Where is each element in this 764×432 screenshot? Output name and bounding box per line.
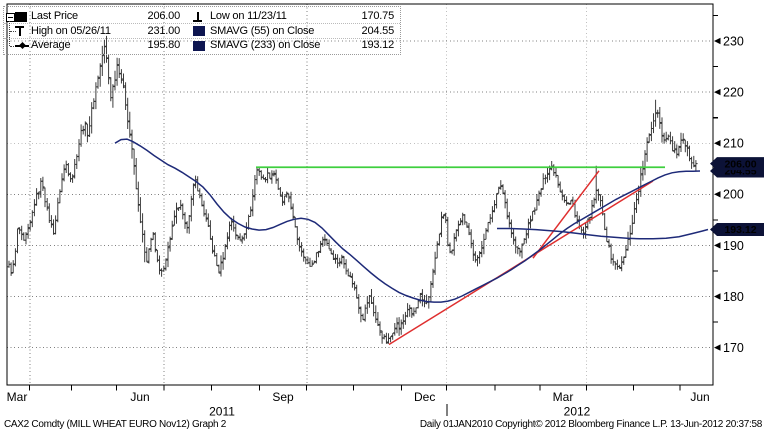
- legend-label-low[interactable]: Low on 11/23/11: [210, 10, 287, 22]
- time-axis: Mar Jun Sep Dec Mar Jun 2011 2012: [7, 385, 710, 419]
- legend-value-high: 231.00: [147, 24, 181, 37]
- month-label: Jun: [130, 390, 149, 404]
- price-tick-label: 210: [723, 137, 744, 151]
- legend-value-sma233: 193.12: [361, 39, 395, 51]
- sma233-line: [497, 227, 709, 240]
- price-tick-label: 220: [723, 85, 744, 99]
- legend-value-average: 195.80: [147, 39, 181, 51]
- legend-label-last-price[interactable]: Last Price: [31, 10, 78, 22]
- price-tick-label: 230: [723, 34, 744, 48]
- last-price-swatch-icon: [15, 11, 27, 22]
- footer-security-info: CAX2 Comdty (MILL WHEAT EURO Nov12) Grap…: [4, 419, 226, 430]
- high-marker-icon: [15, 26, 24, 36]
- price-axis: 170 180 190 200 210 220 230: [713, 14, 744, 355]
- price-badge-label: 193.12: [724, 224, 756, 236]
- legend-value-last-price: 206.00: [147, 10, 181, 22]
- legend-tree-branch: [10, 45, 16, 47]
- axis-tick-arrow-icon: [714, 242, 721, 249]
- month-label: Mar: [7, 390, 28, 404]
- low-marker-icon: [193, 11, 202, 22]
- legend-value-sma55: 204.55: [361, 24, 395, 37]
- legend-row-separator: [4, 23, 400, 24]
- price-badge: [710, 222, 764, 236]
- price-tick-label: 190: [723, 239, 744, 253]
- price-tick-label: 200: [723, 188, 744, 202]
- legend-tree-line: [9, 21, 10, 46]
- legend-label-sma55[interactable]: SMAVG (55) on Close: [210, 24, 315, 37]
- price-tick-label: 180: [723, 290, 744, 304]
- axis-tick-arrow-icon: [714, 344, 721, 351]
- legend-row-separator: [4, 37, 400, 39]
- ohlc-bars: [7, 35, 698, 344]
- month-label: Jun: [690, 390, 709, 404]
- year-label: 2011: [209, 405, 235, 419]
- axis-tick-arrow-icon: [714, 37, 721, 45]
- axis-tick-arrow-icon: [714, 140, 721, 147]
- trendline-2: [532, 170, 600, 259]
- legend-tree-branch: [10, 31, 16, 32]
- year-label: 2012: [564, 405, 591, 419]
- price-tick-label: 170: [723, 341, 744, 355]
- month-label: Mar: [553, 390, 574, 404]
- plot-frame: [6, 3, 714, 386]
- axis-tick-arrow-icon: [714, 293, 721, 300]
- sma233-swatch-icon: [193, 40, 205, 51]
- sma55-line: [114, 138, 701, 303]
- month-label: Sep: [272, 390, 294, 404]
- price-badge: [710, 157, 764, 171]
- gridlines: [7, 4, 713, 385]
- axis-tick-arrow-icon: [714, 88, 721, 96]
- month-label: Dec: [414, 390, 435, 404]
- axis-tick-arrow-icon: [714, 191, 721, 198]
- legend-value-low: 170.75: [361, 10, 395, 22]
- chart-legend: Last Price 206.00 Low on 11/23/11 170.75…: [3, 6, 401, 55]
- legend-collapse-icon[interactable]: [6, 13, 15, 22]
- legend-label-sma233[interactable]: SMAVG (233) on Close: [210, 39, 321, 51]
- average-marker-icon: [15, 41, 29, 51]
- legend-label-average[interactable]: Average: [31, 39, 71, 51]
- legend-label-high[interactable]: High on 05/26/11: [31, 24, 111, 37]
- sma55-swatch-icon: [193, 26, 205, 36]
- footer-copyright: Daily 01JAN2010 Copyright© 2012 Bloomber…: [419, 419, 762, 430]
- price-badge-label: 206.00: [724, 158, 756, 170]
